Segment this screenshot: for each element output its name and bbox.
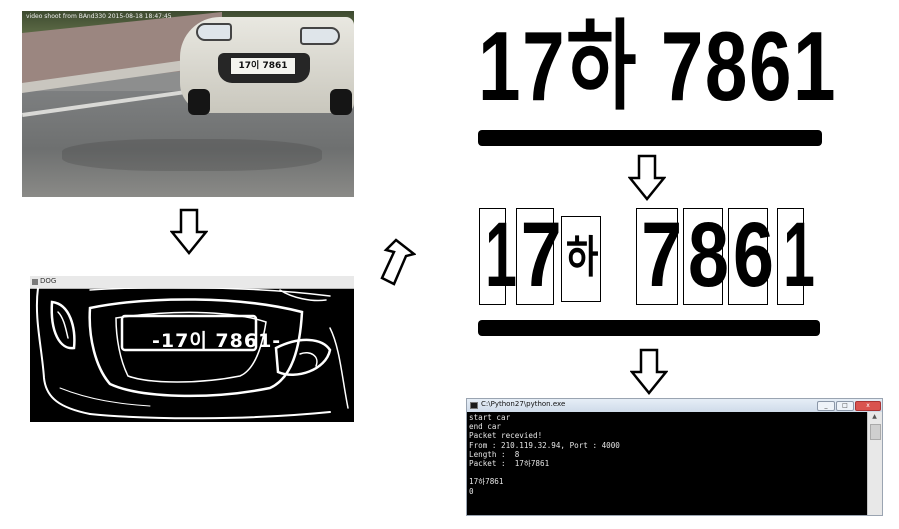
console-line: 0 bbox=[469, 486, 474, 496]
close-button[interactable]: x bbox=[855, 401, 881, 411]
minimize-button[interactable]: _ bbox=[817, 401, 835, 411]
maximize-button[interactable]: □ bbox=[836, 401, 854, 411]
plate-underline-bar bbox=[478, 130, 822, 146]
character-box: 6 bbox=[728, 204, 774, 306]
arrow-up-right-icon bbox=[376, 238, 416, 286]
character-box: 하 bbox=[561, 216, 601, 302]
dog-plate-text: -17이 7861- bbox=[152, 330, 282, 352]
character-box: 1 bbox=[777, 204, 815, 306]
console-line: Length : 8 bbox=[469, 449, 520, 459]
character-box: 7 bbox=[636, 204, 683, 306]
dog-titlebar: DOG bbox=[30, 276, 354, 289]
photo-caption: video shoot from BAnd330 2015-08-18 18:4… bbox=[26, 13, 172, 20]
arrow-down-icon bbox=[170, 208, 208, 256]
console-window: C:\Python27\python.exe _ □ x start car en… bbox=[466, 398, 883, 516]
console-line: 17하7861 bbox=[469, 477, 504, 487]
car-headlight-right bbox=[300, 27, 340, 45]
console-line: Packet : 17하7861 bbox=[469, 459, 550, 469]
character-box: 7 bbox=[516, 204, 562, 306]
segmented-character: 7 bbox=[641, 204, 683, 306]
segmented-character: 1 bbox=[485, 204, 517, 306]
car-wheel-right bbox=[330, 89, 352, 115]
segmented-character: 8 bbox=[688, 204, 729, 306]
binarized-plate-text: 17하 7861 bbox=[478, 11, 838, 121]
character-box: 8 bbox=[683, 204, 729, 306]
segmented-character: 하 bbox=[566, 233, 599, 282]
dog-window: DOG -17이 7861- bbox=[30, 276, 354, 422]
scroll-thumb[interactable] bbox=[870, 424, 881, 440]
car-headlight-left bbox=[196, 23, 232, 41]
console-line: From : 210.119.32.94, Port : 4000 bbox=[469, 440, 620, 450]
segmented-character: 6 bbox=[733, 204, 774, 306]
car-license-plate: 17이 7861 bbox=[230, 57, 296, 75]
console-titlebar[interactable]: C:\Python27\python.exe _ □ x bbox=[467, 399, 882, 412]
console-scrollbar[interactable]: ▲ bbox=[867, 412, 882, 515]
arrow-down-icon bbox=[630, 348, 668, 396]
console-output: start car end car Packet recevied! From : 2… bbox=[469, 413, 864, 496]
console-line: start car bbox=[469, 413, 511, 422]
console-app-icon bbox=[470, 402, 478, 409]
edge-map bbox=[35, 288, 349, 420]
console-line: Packet recevied! bbox=[469, 431, 543, 441]
segmented-character: 1 bbox=[783, 204, 815, 306]
console-title: C:\Python27\python.exe bbox=[481, 400, 566, 408]
console-line: end car bbox=[469, 422, 502, 432]
segmented-character: 7 bbox=[520, 204, 562, 306]
road-patch bbox=[62, 139, 322, 171]
arrow-down-icon bbox=[628, 154, 666, 202]
car: 17이 7861 bbox=[180, 11, 354, 119]
character-box: 1 bbox=[479, 204, 517, 306]
window-icon bbox=[32, 279, 38, 285]
segmented-underline-bar bbox=[478, 320, 820, 336]
scroll-up-icon[interactable]: ▲ bbox=[872, 413, 877, 420]
dog-window-title: DOG bbox=[40, 277, 57, 285]
car-wheel-left bbox=[188, 89, 210, 115]
road-photo: 17이 7861 video shoot from BAnd330 2015-0… bbox=[22, 11, 354, 197]
console-line bbox=[469, 468, 864, 477]
